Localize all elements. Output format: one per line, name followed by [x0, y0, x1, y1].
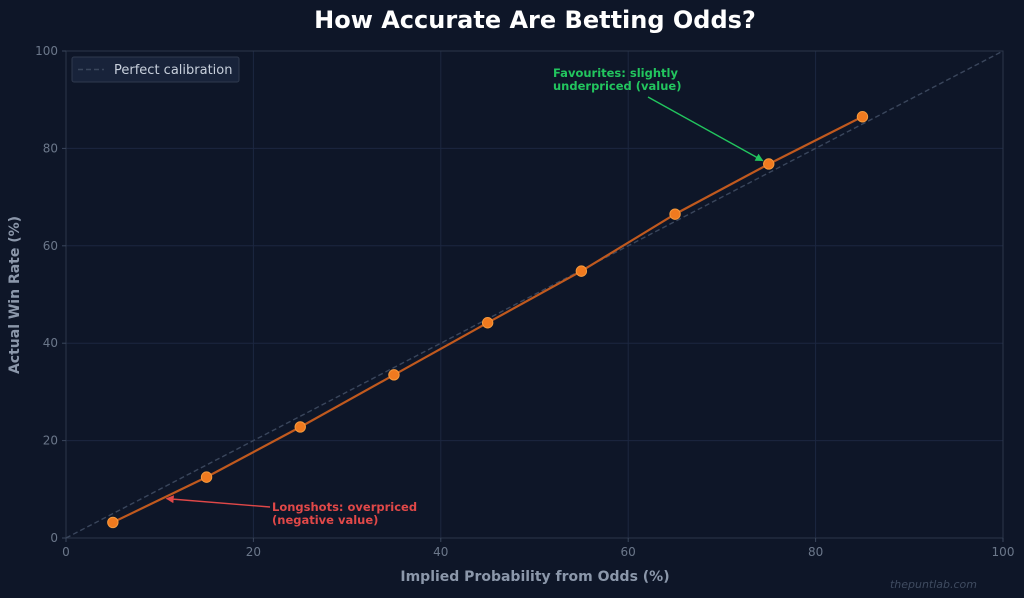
- y-tick-label-20: 20: [43, 434, 58, 448]
- annotation-text-0: Favourites: slightly underpriced (value): [553, 66, 681, 93]
- y-axis-label: Actual Win Rate (%): [7, 216, 23, 374]
- data-point-65: [669, 208, 681, 220]
- x-tick-label-60: 60: [621, 545, 636, 559]
- x-axis-label: Implied Probability from Odds (%): [400, 569, 669, 585]
- annotation-arrow-0: [647, 96, 764, 162]
- data-point-55: [575, 265, 588, 277]
- data-point-15: [200, 471, 213, 483]
- chart-title: How Accurate Are Betting Odds?: [314, 6, 756, 34]
- x-tick-label-80: 80: [808, 545, 823, 559]
- data-point-45: [481, 317, 494, 329]
- data-point-35: [388, 369, 400, 381]
- legend: Perfect calibration: [71, 56, 240, 83]
- x-tick-label-100: 100: [992, 545, 1015, 559]
- y-tick-label-100: 100: [35, 44, 58, 58]
- plot-frame: [65, 50, 1004, 539]
- watermark: thepuntlab.com: [890, 578, 977, 591]
- y-tick-label-60: 60: [43, 239, 58, 253]
- perfect-calibration-line: [65, 50, 1004, 539]
- data-point-85: [856, 111, 869, 123]
- y-tick-label-40: 40: [43, 336, 58, 350]
- x-tick-label-20: 20: [246, 545, 261, 559]
- points-layer: [107, 111, 869, 529]
- legend-label-perfect-calibration: Perfect calibration: [114, 63, 232, 78]
- annotation-arrow-1: [165, 495, 271, 508]
- x-axis-ticks: 0 20 40 60 80 100: [62, 538, 1014, 559]
- y-tick-label-80: 80: [43, 141, 58, 155]
- data-point-75: [763, 158, 775, 170]
- x-tick-label-40: 40: [433, 545, 448, 559]
- annotations: Favourites: slightly underpriced (value) L…: [165, 66, 764, 527]
- data-point-5: [107, 516, 119, 529]
- y-tick-label-0: 0: [50, 531, 58, 545]
- x-tick-label-0: 0: [62, 545, 70, 559]
- series-layer: [65, 50, 1004, 539]
- data-point-25: [294, 421, 306, 433]
- legend-box: [71, 56, 240, 83]
- y-axis-ticks: 0 20 40 60 80 100: [35, 44, 66, 545]
- annotation-text-1: Longshots: overpriced (negative value): [272, 500, 417, 527]
